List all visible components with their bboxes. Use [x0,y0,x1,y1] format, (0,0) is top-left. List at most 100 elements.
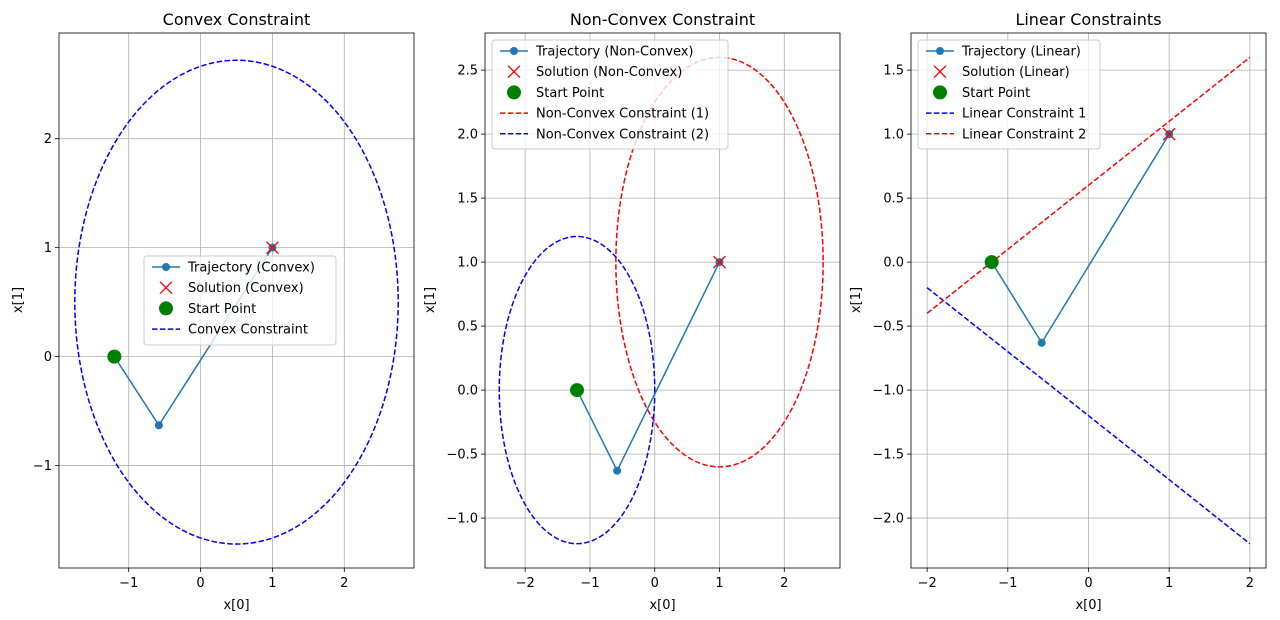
y-tick-label: 2.5 [457,64,478,79]
solution-marker [1162,127,1176,141]
y-tick-label: −1.0 [446,512,478,527]
panel-title: Linear Constraints [1015,10,1161,29]
legend-box [917,39,1101,150]
y-tick-label: 1.0 [457,256,478,271]
legend-dot-handle [510,47,518,55]
legend-x-handle [507,65,521,79]
trajectory-point [154,421,163,430]
x-tick-label: −2 [918,576,937,591]
legend-label: Non-Convex Constraint (2) [536,127,709,142]
plot-area [926,56,1251,545]
x-axis-label: x[0] [1075,598,1101,613]
x-tick-label: −1 [580,576,599,591]
legend-dot-handle [933,85,947,100]
legend-label: Trajectory (Linear) [961,45,1081,60]
legend-entry: Convex Constraint [152,323,308,338]
start-point-marker [107,349,122,364]
x-tick-label: 0 [651,576,659,591]
constraint-ellipse [74,59,399,545]
legend-label: Trajectory (Convex) [187,261,315,276]
axes-frame [58,32,415,569]
axes-frame [910,32,1267,569]
legend-entry: Start Point [933,85,1030,101]
y-tick-label: 1.5 [457,192,478,207]
legend-entry: Non-Convex Constraint (2) [500,127,709,142]
y-tick-label: 1.0 [883,128,904,143]
legend-label: Solution (Non-Convex) [536,65,682,80]
legend-box [491,39,729,150]
y-tick-label: 0 [44,350,52,365]
y-tick-label: −1.5 [872,448,904,463]
legend-x-handle [159,281,173,295]
trajectory-point [1037,338,1046,347]
solution-marker-stroke-b [265,241,279,255]
y-tick-label: 0.5 [883,192,904,207]
legend-entry: Start Point [507,85,604,101]
legend-label: Trajectory (Non-Convex) [535,45,694,60]
panel-linear: Linear Constraints x[0] x[1] −2 −1 0 1 2 −2.0… [849,10,1267,613]
legend: Trajectory (Non-Convex) Solution (Non-Con… [491,39,729,150]
y-tick-label: 0.5 [457,320,478,335]
legend-label: Start Point [962,86,1030,101]
x-axis-label: x[0] [649,598,675,613]
legend-label: Solution (Convex) [188,281,304,296]
constraint-line [926,56,1251,314]
x-tick-label: 0 [1084,576,1092,591]
legend-entry: Linear Constraint 2 [926,127,1086,142]
legend-x-handle [933,65,947,79]
trajectory-point [613,466,622,475]
x-tick-label: 1 [715,576,723,591]
solution-marker [265,241,279,255]
panel-title: Convex Constraint [163,10,311,29]
y-tick-label: 2 [44,132,52,147]
solution-marker [713,255,726,269]
panel-convex: Convex Constraint x[0] x[1] −1 0 1 2 −1 0 1 2 Tr… [11,10,415,613]
x-tick-label: 2 [1246,576,1254,591]
legend-dot-handle [162,263,170,271]
legend-entry: Non-Convex Constraint (1) [500,107,709,122]
legend-label: Start Point [536,86,604,101]
y-tick-label: 2.0 [457,128,478,143]
y-tick-label: −0.5 [872,320,904,335]
legend: Trajectory (Linear) Solution (Linear) Star… [917,39,1101,150]
y-axis-label: x[1] [849,287,864,313]
constraint-ellipse [498,235,656,545]
legend-label: Linear Constraint 2 [962,127,1086,142]
legend-entry: Solution (Convex) [159,281,304,296]
start-point-marker [569,383,584,398]
legend-dot-handle [159,301,173,316]
axes-frame [484,32,841,569]
y-tick-label: −2.0 [872,512,904,527]
solution-marker-stroke-b [1162,127,1176,141]
legend-entry: Trajectory (Convex) [152,261,315,276]
legend: Trajectory (Convex) Solution (Convex) Star… [143,255,337,346]
x-tick-label: −1 [998,576,1017,591]
x-tick-label: 1 [1165,576,1173,591]
solution-marker-stroke-b [713,255,726,269]
legend-box [143,255,337,346]
legend-dot-handle [936,47,944,55]
legend-entry: Solution (Linear) [933,65,1070,80]
legend-x-handle-stroke-b [159,281,173,295]
panel-non-convex: Non-Convex Constraint x[0] x[1] −2 −1 0 1 2 −… [423,10,841,613]
x-tick-label: 2 [340,576,348,591]
y-axis-label: x[1] [11,287,26,313]
legend-label: Start Point [188,302,256,317]
y-tick-label: 1 [44,241,52,256]
y-tick-label: 0.0 [457,384,478,399]
x-axis-label: x[0] [223,598,249,613]
legend-label: Non-Convex Constraint (1) [536,107,709,122]
legend-label: Solution (Linear) [962,65,1070,80]
y-tick-label: −0.5 [446,448,478,463]
legend-entry: Trajectory (Linear) [926,45,1081,60]
y-tick-label: 0.0 [883,256,904,271]
legend-entry: Solution (Non-Convex) [507,65,682,80]
legend-label: Convex Constraint [188,323,308,338]
start-point-marker [984,255,999,270]
legend-entry: Trajectory (Non-Convex) [500,45,694,60]
y-tick-label: 1.5 [883,64,904,79]
constraint-line [926,287,1251,545]
x-tick-label: 1 [268,576,276,591]
legend-x-handle-stroke-b [933,65,947,79]
